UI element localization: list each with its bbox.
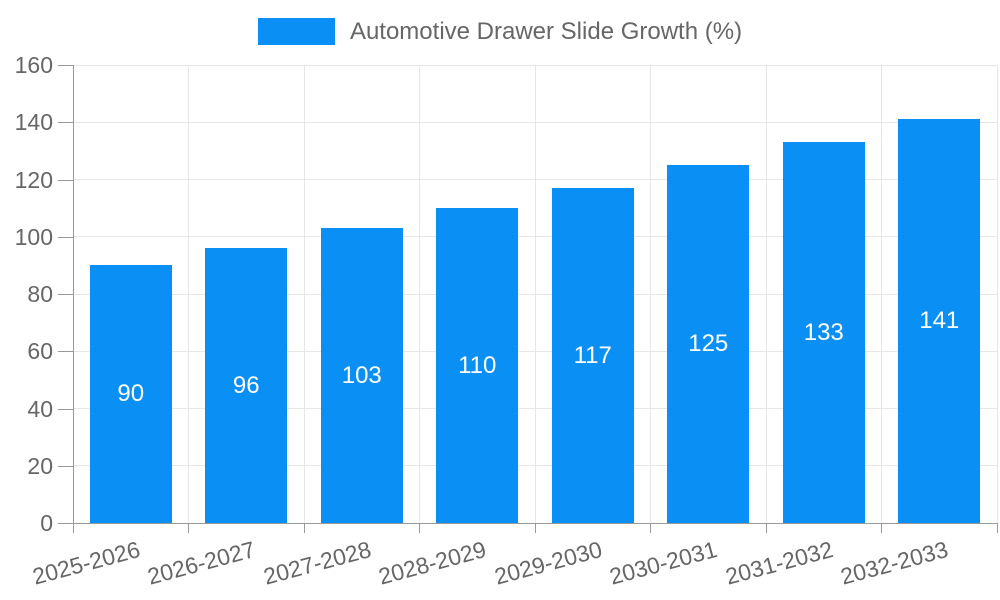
y-axis-label: 20 [27,452,53,479]
plot-area: 90 96 103 110 117 125 133 141 [73,64,998,523]
bar-value-label: 125 [688,330,729,358]
legend: Automotive Drawer Slide Growth (%) [0,18,1000,45]
y-axis-label: 120 [14,166,53,193]
x-axis-tick [72,523,74,533]
y-axis-line [73,65,74,533]
x-axis-label: 2032-2033 [837,536,951,590]
bar [667,165,750,523]
grid-line-vertical [650,65,651,523]
x-axis-tick [534,523,536,533]
y-axis-label: 140 [14,109,53,136]
x-axis-label: 2029-2030 [491,536,605,590]
x-axis-label: 2025-2026 [29,536,143,590]
y-axis-tick [58,523,73,524]
y-axis-tick [58,236,73,238]
bar-value-label: 133 [803,318,844,346]
grid-line-vertical [188,65,189,523]
x-axis-label: 2030-2031 [606,536,720,590]
bar-value-label: 103 [341,361,382,389]
x-axis-label: 2028-2029 [375,536,489,590]
bar [782,142,865,523]
grid-line-vertical [303,65,305,523]
x-axis-line [73,523,998,524]
legend-swatch [257,18,335,45]
y-axis-label: 60 [27,338,53,365]
y-axis-tick [58,65,73,66]
y-axis-label: 100 [14,223,53,250]
bar-value-label: 90 [117,380,145,408]
y-axis-tick [58,408,73,410]
x-axis-tick [419,523,420,533]
grid-line-vertical [534,65,536,523]
grid-line-vertical [881,65,882,523]
y-axis-tick [58,351,73,353]
bar [551,188,634,523]
bar [898,119,981,523]
bar [436,208,519,523]
y-axis-label: 40 [27,395,53,422]
y-axis-label: 160 [14,52,53,78]
grid-line-vertical [996,65,998,523]
x-axis-tick [765,523,767,533]
y-axis-tick [58,294,73,295]
bar-value-label: 117 [573,341,612,369]
y-axis-tick [58,122,73,124]
x-axis-tick [996,523,998,533]
y-axis-tick [58,179,73,181]
grid-line-vertical [419,65,420,523]
y-axis-label: 80 [27,281,53,307]
grid-line-vertical [765,65,767,523]
x-axis-tick [881,523,882,533]
y-axis-tick [58,465,73,467]
bar [205,248,288,523]
bar [320,228,403,523]
bar-value-label: 141 [919,307,960,335]
bar [89,265,172,523]
x-axis-label: 2026-2027 [144,536,258,590]
x-axis-tick [188,523,189,533]
legend-label: Automotive Drawer Slide Growth (%) [349,18,743,45]
x-axis-label: 2027-2028 [260,536,374,590]
y-axis-label: 0 [40,510,53,536]
x-axis-tick [650,523,651,533]
bar-value-label: 96 [232,371,260,399]
x-axis-tick [303,523,305,533]
bar-value-label: 110 [458,351,497,379]
x-axis-label: 2031-2032 [722,536,836,590]
